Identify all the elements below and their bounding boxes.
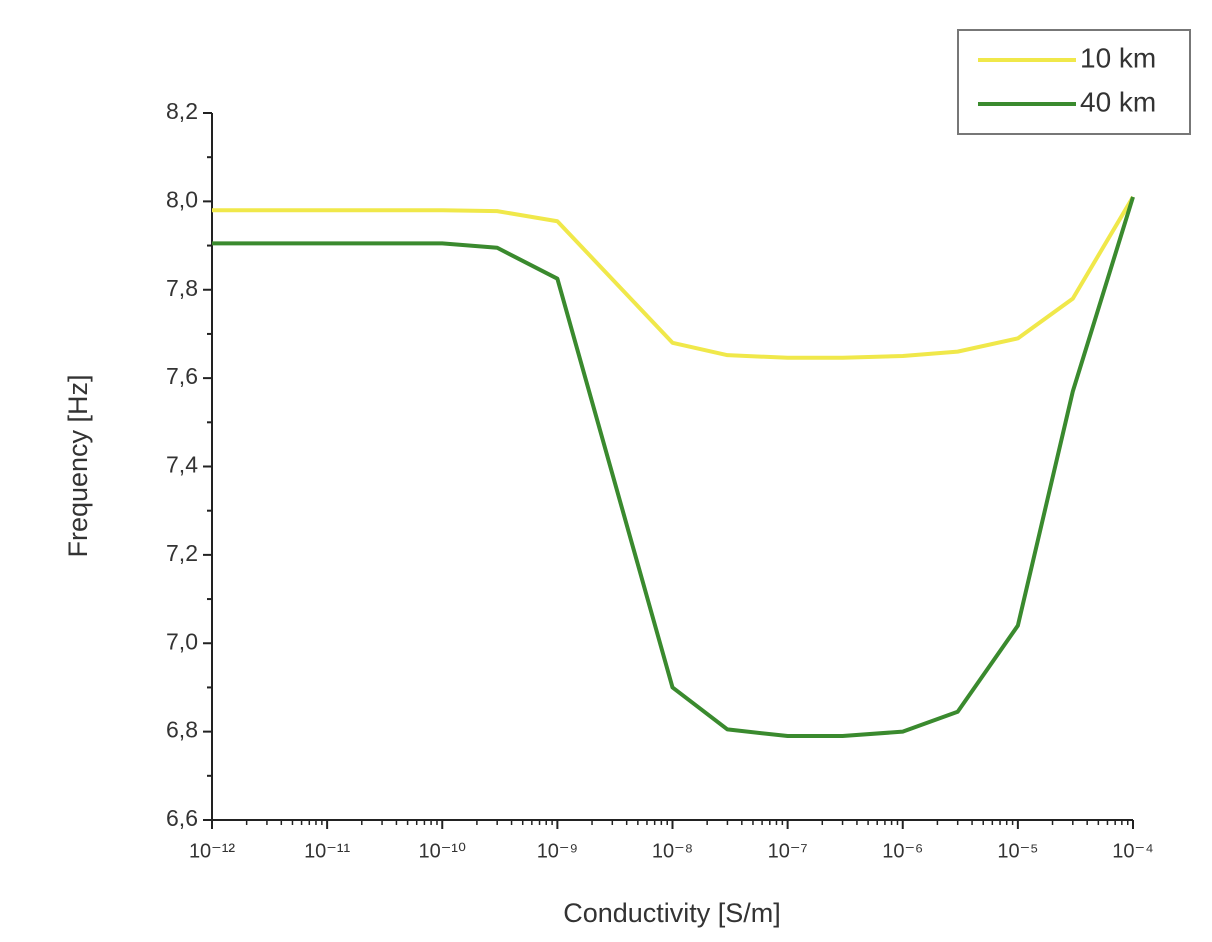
x-tick-label: 10⁻⁸ [652, 840, 693, 862]
x-tick-label: 10⁻¹⁰ [419, 840, 466, 862]
y-tick-label: 7,4 [166, 452, 198, 478]
x-tick-label: 10⁻⁹ [537, 840, 578, 862]
x-tick-label: 10⁻⁵ [997, 840, 1038, 862]
series-line [212, 195, 1135, 360]
x-tick-label: 10⁻¹² [189, 840, 235, 862]
y-tick-label: 7,0 [166, 628, 198, 654]
x-axis-label: Conductivity [S/m] [563, 898, 781, 928]
x-tick-label: 10⁻⁶ [882, 840, 923, 862]
legend-label: 10 km [1080, 42, 1156, 73]
y-tick-label: 6,6 [166, 805, 198, 831]
y-tick-label: 6,8 [166, 717, 198, 743]
y-axis-label: Frequency [Hz] [63, 374, 93, 557]
y-tick-label: 7,2 [166, 540, 198, 566]
x-tick-label: 10⁻¹¹ [304, 840, 350, 862]
y-tick-label: 8,2 [166, 98, 198, 124]
x-tick-label: 10⁻⁷ [768, 840, 808, 862]
series-line [212, 196, 1135, 739]
legend-label: 40 km [1080, 86, 1156, 117]
y-tick-label: 7,6 [166, 363, 198, 389]
x-tick-label: 10⁻⁴ [1112, 840, 1153, 862]
y-tick-label: 7,8 [166, 275, 198, 301]
y-tick-label: 8,0 [166, 186, 198, 212]
legend-box [957, 29, 1191, 135]
